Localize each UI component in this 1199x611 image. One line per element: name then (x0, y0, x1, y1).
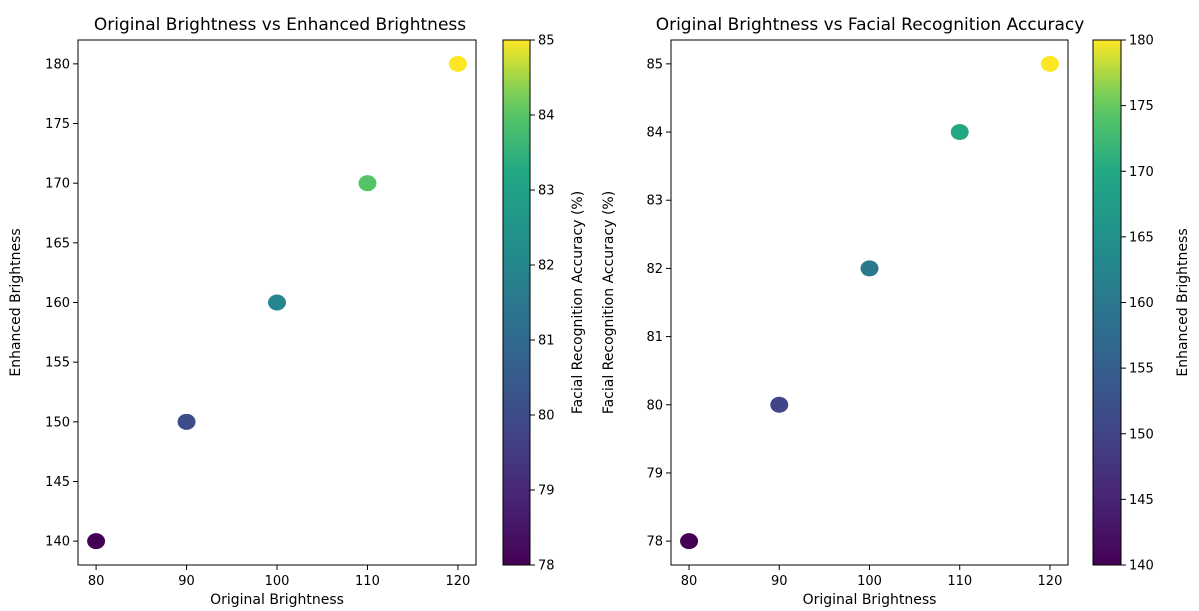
y-tick-label: 145 (45, 475, 70, 490)
colorbar-tick-label: 85 (538, 34, 555, 49)
colorbar (1092, 39, 1122, 566)
colorbar-tick-label: 78 (538, 559, 555, 574)
y-tick-label: 80 (646, 398, 663, 413)
y-tick-label: 155 (45, 356, 70, 371)
x-tick-label: 100 (857, 574, 882, 589)
colorbar-label: Enhanced Brightness (1175, 228, 1191, 376)
x-tick-label: 80 (681, 574, 698, 589)
x-tick-label: 120 (1038, 574, 1063, 589)
scatter-point (860, 260, 879, 277)
colorbar-tick-label: 84 (538, 109, 555, 124)
colorbar-tick-label: 180 (1129, 34, 1154, 49)
colorbar-tick-label: 155 (1129, 362, 1154, 377)
y-tick-label: 150 (45, 415, 70, 430)
y-tick-label: 180 (45, 57, 70, 72)
colorbar (502, 39, 531, 566)
scatter-point (87, 533, 106, 550)
y-tick-label: 79 (646, 466, 663, 481)
y-tick-label: 160 (45, 296, 70, 311)
scatter-point (177, 413, 196, 430)
y-tick-label: 84 (646, 126, 663, 141)
chart-title: Original Brightness vs Facial Recognitio… (656, 15, 1085, 35)
y-tick-label: 170 (45, 177, 70, 192)
colorbar-tick-label: 160 (1129, 296, 1154, 311)
colorbar-tick-label: 79 (538, 484, 555, 499)
colorbar-label: Facial Recognition Accuracy (%) (570, 191, 586, 414)
x-tick-label: 110 (355, 574, 380, 589)
y-tick-label: 78 (646, 535, 663, 550)
x-tick-label: 100 (265, 574, 290, 589)
colorbar-tick-label: 165 (1129, 230, 1154, 245)
y-axis-label: Enhanced Brightness (8, 228, 24, 376)
x-tick-label: 90 (178, 574, 195, 589)
y-tick-label: 85 (646, 57, 663, 72)
scatter-point (448, 55, 467, 72)
y-tick-label: 140 (45, 535, 70, 550)
y-tick-label: 175 (45, 117, 70, 132)
x-tick-label: 90 (771, 574, 788, 589)
colorbar-tick-label: 81 (538, 334, 555, 349)
x-tick-label: 120 (445, 574, 470, 589)
colorbar-tick-label: 150 (1129, 427, 1154, 442)
x-axis-label: Original Brightness (803, 592, 937, 608)
scatter-point (680, 533, 699, 550)
chart-1: Original Brightness vs Enhanced Brightne… (8, 15, 586, 608)
colorbar-tick-label: 83 (538, 184, 555, 199)
colorbar-tick-label: 145 (1129, 493, 1154, 508)
x-axis-label: Original Brightness (210, 592, 344, 608)
colorbar-tick-label: 80 (538, 409, 555, 424)
y-tick-label: 81 (646, 330, 663, 345)
scatter-point (268, 294, 286, 311)
colorbar-tick-label: 140 (1129, 559, 1154, 574)
y-axis-label: Facial Recognition Accuracy (%) (601, 191, 617, 414)
colorbar-tick-label: 170 (1129, 165, 1154, 180)
x-tick-label: 80 (88, 574, 105, 589)
x-tick-label: 110 (947, 574, 972, 589)
y-tick-label: 165 (45, 236, 70, 251)
y-tick-label: 83 (646, 194, 663, 209)
axes-frame (670, 39, 1069, 566)
scatter-point (358, 175, 377, 192)
scatter-point (1040, 55, 1059, 72)
scatter-point (950, 124, 969, 141)
colorbar-tick-label: 175 (1129, 99, 1154, 114)
y-tick-label: 82 (646, 262, 663, 277)
chart-2: Original Brightness vs Facial Recognitio… (601, 15, 1191, 608)
colorbar-tick-label: 82 (538, 259, 555, 274)
scatter-point (770, 396, 789, 413)
chart-title: Original Brightness vs Enhanced Brightne… (94, 15, 466, 35)
